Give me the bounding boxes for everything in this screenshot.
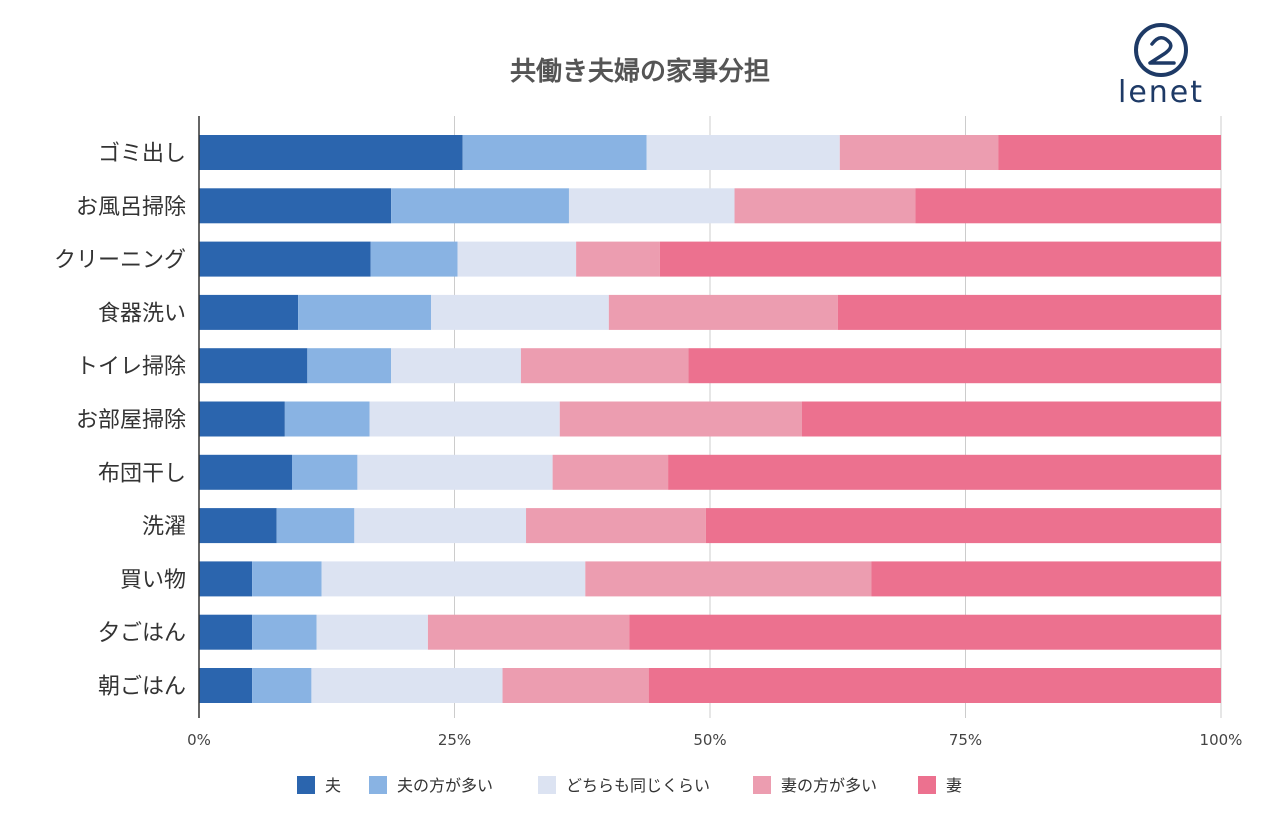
bar-segment <box>688 348 1221 384</box>
bar-segment <box>629 614 1221 650</box>
bars <box>199 135 1221 703</box>
category-label: 洗濯 <box>142 515 186 540</box>
bar-segment <box>354 508 527 544</box>
x-tick-label: 50% <box>693 731 726 749</box>
legend-label: どちらも同じくらい <box>566 776 710 795</box>
legend-swatch <box>369 776 387 794</box>
bar-segment <box>646 135 840 170</box>
bar-segment <box>457 241 577 277</box>
category-label: ゴミ出し <box>98 142 186 167</box>
x-axis-tick-labels: 0% 25% 50% 75% 100% <box>187 731 1242 749</box>
bar-segment <box>915 188 1221 224</box>
category-label: クリーニング <box>54 248 186 273</box>
bar-segment <box>252 561 322 597</box>
bar-segment <box>199 454 293 490</box>
bar-segment <box>391 348 521 384</box>
bar-segment <box>298 294 431 330</box>
category-label: お風呂掃除 <box>76 195 186 220</box>
bar-segment <box>462 135 647 170</box>
legend-label: 夫の方が多い <box>397 776 493 795</box>
legend: 夫 夫の方が多い どちらも同じくらい 妻の方が多い 妻 <box>297 776 962 795</box>
hanger-icon <box>1134 23 1188 77</box>
category-label: トイレ掃除 <box>76 355 186 380</box>
bar-segment <box>369 401 560 437</box>
bar-segment <box>568 188 735 224</box>
bar-segment <box>648 668 1221 703</box>
bar-segment <box>659 241 1221 277</box>
bar-segment <box>430 294 609 330</box>
legend-item: 夫 <box>297 776 341 795</box>
legend-label: 妻の方が多い <box>781 776 877 795</box>
bar-segment <box>391 188 569 224</box>
category-label: 朝ごはん <box>98 675 186 700</box>
bar-segment <box>871 561 1221 597</box>
bar-segment <box>370 241 458 277</box>
bar-segment <box>705 508 1221 544</box>
bar-segment <box>998 135 1221 170</box>
x-tick-label: 75% <box>949 731 982 749</box>
x-tick-label: 0% <box>187 731 211 749</box>
category-label: 夕ごはん <box>98 621 186 646</box>
bar-segment <box>252 614 317 650</box>
bar-segment <box>199 188 392 224</box>
category-label: 食器洗い <box>98 301 186 326</box>
x-tick-label: 100% <box>1200 731 1243 749</box>
category-label: お部屋掃除 <box>76 408 186 433</box>
bar-segment <box>608 294 838 330</box>
bar-segment <box>199 401 285 437</box>
logo-text: lenet <box>1118 75 1204 110</box>
x-tick-label: 25% <box>438 731 471 749</box>
bar-segment <box>502 668 649 703</box>
chart-title: 共働き夫婦の家事分担 <box>510 56 770 87</box>
bar-segment <box>276 508 355 544</box>
bar-segment <box>559 401 802 437</box>
legend-swatch <box>297 776 315 794</box>
legend-swatch <box>538 776 556 794</box>
category-labels: ゴミ出しお風呂掃除クリーニング食器洗いトイレ掃除お部屋掃除布団干し洗濯買い物夕ご… <box>54 142 186 700</box>
bar-segment <box>292 454 358 490</box>
bar-segment <box>526 508 706 544</box>
category-label: 布団干し <box>98 461 186 486</box>
bar-segment <box>311 668 503 703</box>
bar-segment <box>520 348 689 384</box>
lenet-logo: lenet <box>1118 23 1204 110</box>
legend-label: 妻 <box>946 776 962 795</box>
legend-item: 妻 <box>918 776 962 795</box>
bar-segment <box>839 135 999 170</box>
bar-segment <box>284 401 370 437</box>
legend-item: 妻の方が多い <box>753 776 877 795</box>
bar-segment <box>252 668 312 703</box>
bar-segment <box>801 401 1221 437</box>
category-label: 買い物 <box>120 568 186 593</box>
bar-segment <box>734 188 916 224</box>
bar-segment <box>199 614 253 650</box>
bar-segment <box>321 561 586 597</box>
legend-item: 夫の方が多い <box>369 776 493 795</box>
legend-swatch <box>753 776 771 794</box>
bar-segment <box>576 241 660 277</box>
bar-segment <box>357 454 553 490</box>
legend-item: どちらも同じくらい <box>538 776 710 795</box>
bar-segment <box>199 668 253 703</box>
bar-segment <box>199 561 253 597</box>
legend-swatch <box>918 776 936 794</box>
bar-segment <box>427 614 630 650</box>
bar-segment <box>199 241 371 277</box>
bar-segment <box>837 294 1221 330</box>
bar-segment <box>585 561 872 597</box>
bar-segment <box>316 614 428 650</box>
bar-segment <box>199 508 277 544</box>
bar-segment <box>552 454 669 490</box>
bar-segment <box>668 454 1221 490</box>
bar-segment <box>307 348 392 384</box>
bar-segment <box>199 348 308 384</box>
bar-segment <box>199 135 463 170</box>
bar-segment <box>199 294 299 330</box>
legend-label: 夫 <box>325 776 341 795</box>
